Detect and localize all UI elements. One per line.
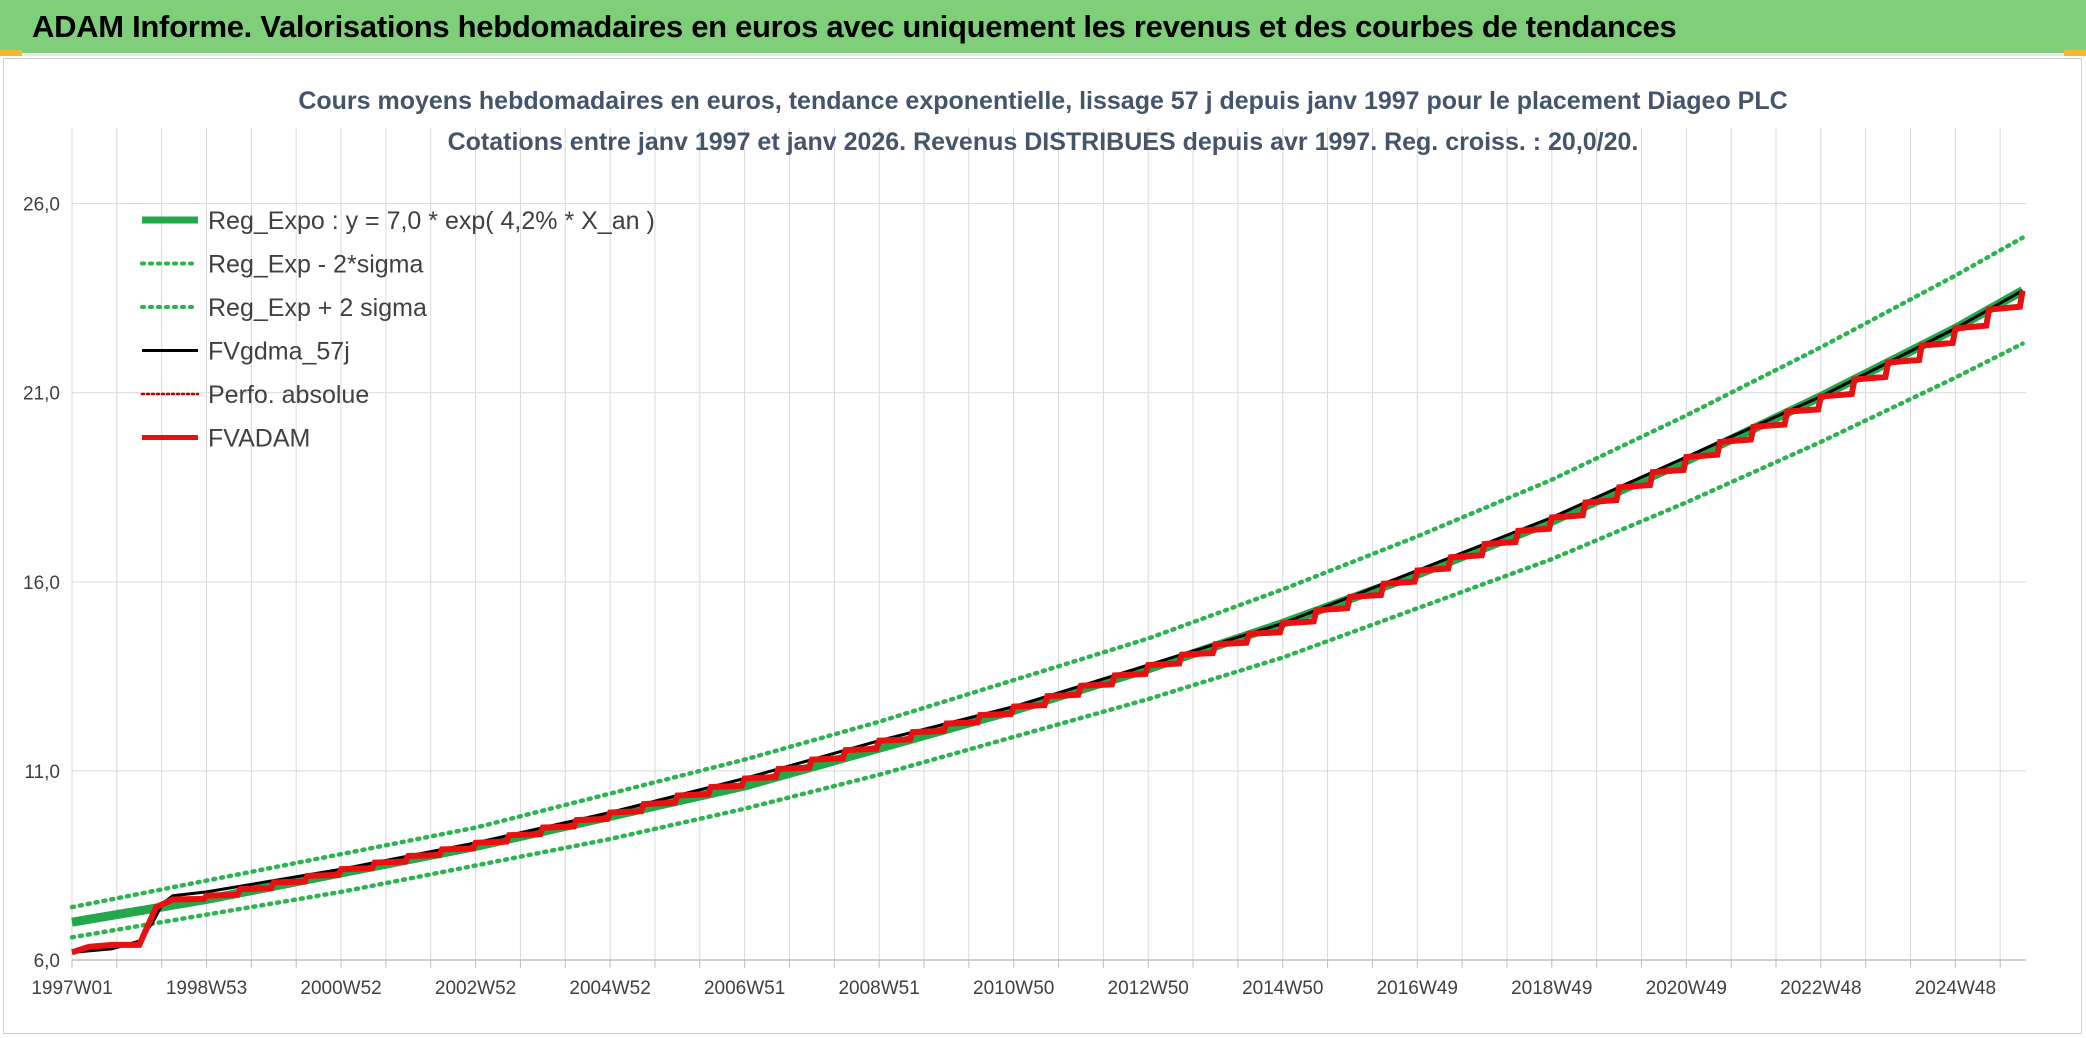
x-tick-label: 2024W48: [1915, 978, 1996, 999]
accent-corner-left: [0, 50, 22, 56]
legend-label: FVADAM: [208, 425, 310, 453]
x-tick-label: 2012W50: [1108, 978, 1189, 999]
legend-label: Reg_Expo : y = 7,0 * exp( 4,2% * X_an ): [208, 207, 655, 235]
legend: Reg_Expo : y = 7,0 * exp( 4,2% * X_an ) R…: [140, 207, 655, 453]
x-tick-label: 2022W48: [1780, 978, 1861, 999]
fvadam-series-line: [71, 290, 2026, 956]
x-tick-label: 2014W50: [1242, 978, 1323, 999]
x-tick-label: 2008W51: [838, 978, 919, 999]
x-tick-label: 2006W51: [704, 978, 785, 999]
header-banner: ADAM Informe. Valorisations hebdomadaire…: [0, 0, 2086, 56]
y-tick-label: 6,0: [34, 951, 60, 972]
grid: [71, 128, 2026, 961]
accent-corner-right: [2064, 50, 2086, 56]
x-tick-label: 2016W49: [1377, 978, 1458, 999]
x-tick-label: 2010W50: [973, 978, 1054, 999]
y-tick-label: 16,0: [23, 573, 60, 594]
y-tick-label: 21,0: [23, 384, 60, 405]
chart-title-line-2: Cotations entre janv 1997 et janv 2026. …: [448, 128, 1639, 156]
x-tick-label: 2002W52: [435, 978, 516, 999]
x-tick-label: 1997W01: [31, 978, 112, 999]
x-tick-label: 2000W52: [300, 978, 381, 999]
page-title: ADAM Informe. Valorisations hebdomadaire…: [32, 9, 1677, 44]
legend-label: Perfo. absolue: [208, 381, 369, 409]
legend-label: Reg_Exp + 2 sigma: [208, 294, 427, 322]
x-tick-label: 1998W53: [166, 978, 247, 999]
x-tick-label: 2004W52: [569, 978, 650, 999]
legend-label: Reg_Exp - 2*sigma: [208, 251, 423, 279]
series: [69, 235, 2026, 956]
reg-exp-2-sigma-series-line: [69, 341, 2025, 940]
x-tick-label: 2020W49: [1646, 978, 1727, 999]
legend-label: FVgdma_57j: [208, 338, 350, 366]
x-tick-label: 2018W49: [1511, 978, 1592, 999]
y-tick-label: 26,0: [23, 195, 60, 216]
axes: 6,0 11,0 16,0 21,0 26,0 1997W01 1998W53 2000W52…: [23, 195, 2026, 999]
chart-frame: [3, 58, 2082, 1034]
reg-exp-2-sigma-series-line: [69, 235, 2025, 910]
y-tick-label: 11,0: [24, 762, 60, 783]
chart-title: Cours moyens hebdomadaires en euros, ten…: [298, 87, 1787, 156]
chart-title-line-1: Cours moyens hebdomadaires en euros, ten…: [298, 87, 1787, 115]
